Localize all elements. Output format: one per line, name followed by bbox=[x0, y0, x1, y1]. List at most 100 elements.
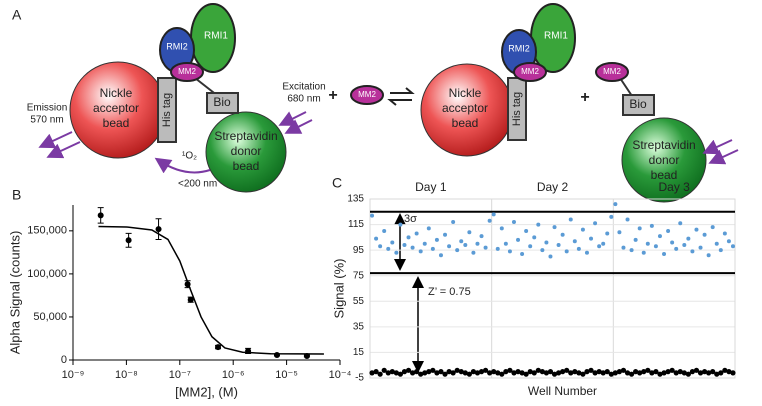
data-point bbox=[714, 241, 719, 246]
data-point bbox=[641, 369, 647, 375]
data-point bbox=[589, 236, 594, 241]
data-point bbox=[97, 212, 104, 219]
data-point bbox=[706, 370, 712, 376]
data-point bbox=[495, 246, 500, 251]
panel-label: B bbox=[12, 187, 21, 203]
y-tick-label: 115 bbox=[348, 219, 364, 230]
data-point bbox=[430, 367, 436, 373]
data-point bbox=[462, 370, 468, 376]
data-point bbox=[544, 240, 549, 245]
data-point bbox=[377, 371, 383, 377]
y-tick-label: 150,000 bbox=[27, 225, 67, 237]
y-tick-label: 50,000 bbox=[33, 311, 67, 323]
data-point bbox=[447, 244, 452, 249]
data-point bbox=[678, 221, 683, 226]
data-point bbox=[475, 241, 480, 246]
data-point bbox=[588, 367, 594, 373]
data-point bbox=[645, 241, 650, 246]
arrow bbox=[154, 157, 211, 174]
data-point bbox=[215, 344, 222, 351]
data-point bbox=[459, 239, 464, 244]
data-point bbox=[519, 370, 525, 376]
data-point bbox=[689, 369, 696, 375]
data-point bbox=[125, 237, 132, 244]
data-point bbox=[507, 249, 512, 254]
data-point bbox=[596, 369, 602, 375]
data-point bbox=[507, 367, 513, 373]
data-point bbox=[552, 225, 557, 230]
x-tick-label: 10⁻⁷ bbox=[169, 369, 191, 381]
data-point bbox=[718, 248, 723, 253]
data-point bbox=[430, 246, 435, 251]
data-point bbox=[442, 371, 448, 377]
data-point bbox=[657, 371, 663, 377]
data-point bbox=[405, 367, 412, 373]
data-point bbox=[666, 228, 671, 233]
category-label: Day 3 bbox=[658, 180, 690, 194]
data-point bbox=[673, 370, 679, 376]
data-point bbox=[600, 370, 606, 376]
data-point bbox=[616, 369, 623, 375]
data-point bbox=[370, 213, 375, 218]
mm2 bbox=[350, 85, 384, 105]
annotation: Z’ = 0.75 bbox=[428, 286, 471, 298]
data-point bbox=[474, 370, 481, 376]
x-axis-label: Well Number bbox=[528, 384, 597, 398]
bead-text: bead bbox=[233, 159, 260, 173]
data-point bbox=[503, 369, 509, 375]
mm2-text: MM2 bbox=[521, 67, 539, 76]
x-tick-label: 10⁻⁵ bbox=[275, 369, 298, 381]
data-point bbox=[389, 369, 395, 375]
excitation-text: 680 nm bbox=[287, 94, 320, 105]
data-point bbox=[503, 241, 508, 246]
data-point bbox=[633, 237, 638, 242]
data-point bbox=[706, 253, 711, 258]
data-point bbox=[621, 245, 626, 250]
data-point bbox=[657, 234, 662, 239]
data-point bbox=[532, 235, 537, 240]
plus: + bbox=[580, 89, 589, 106]
data-point bbox=[184, 281, 191, 288]
data-point bbox=[609, 214, 614, 219]
data-point bbox=[487, 218, 492, 223]
data-point bbox=[523, 371, 529, 377]
data-point bbox=[491, 369, 497, 375]
x-tick-label: 10⁻⁴ bbox=[329, 369, 352, 381]
data-point bbox=[645, 367, 651, 373]
data-point bbox=[455, 248, 460, 253]
x-tick-label: 10⁻⁶ bbox=[222, 369, 245, 381]
y-tick-label: 55 bbox=[353, 296, 365, 307]
data-point bbox=[601, 241, 606, 246]
data-point bbox=[572, 369, 578, 375]
range-text: <200 nm bbox=[178, 179, 217, 190]
data-point bbox=[478, 369, 485, 375]
emission-text: 570 nm bbox=[30, 115, 63, 126]
data-point bbox=[511, 370, 517, 376]
data-point bbox=[531, 370, 537, 376]
data-point bbox=[653, 244, 658, 249]
data-point bbox=[374, 236, 379, 241]
y-tick-label: 100,000 bbox=[27, 268, 67, 280]
singlet-oxygen: ¹O₂ bbox=[182, 151, 197, 162]
mm2-text: MM2 bbox=[358, 90, 376, 99]
data-point bbox=[397, 371, 404, 377]
data-point bbox=[527, 369, 533, 375]
data-point bbox=[386, 246, 391, 251]
data-point bbox=[381, 367, 387, 373]
data-point bbox=[394, 250, 399, 255]
data-point bbox=[426, 369, 432, 375]
data-point bbox=[499, 371, 505, 377]
data-point bbox=[273, 352, 280, 359]
y-tick-label: 15 bbox=[353, 347, 365, 358]
data-point bbox=[608, 371, 614, 377]
linker bbox=[619, 77, 633, 97]
annotation: 3σ bbox=[404, 213, 417, 225]
data-point bbox=[714, 371, 720, 377]
mm2-text: MM2 bbox=[603, 67, 621, 76]
his-tag bbox=[157, 77, 177, 143]
his-tag-text: His tag bbox=[161, 93, 173, 127]
data-point bbox=[547, 369, 554, 375]
data-point bbox=[438, 369, 444, 375]
category-label: Day 2 bbox=[537, 180, 569, 194]
